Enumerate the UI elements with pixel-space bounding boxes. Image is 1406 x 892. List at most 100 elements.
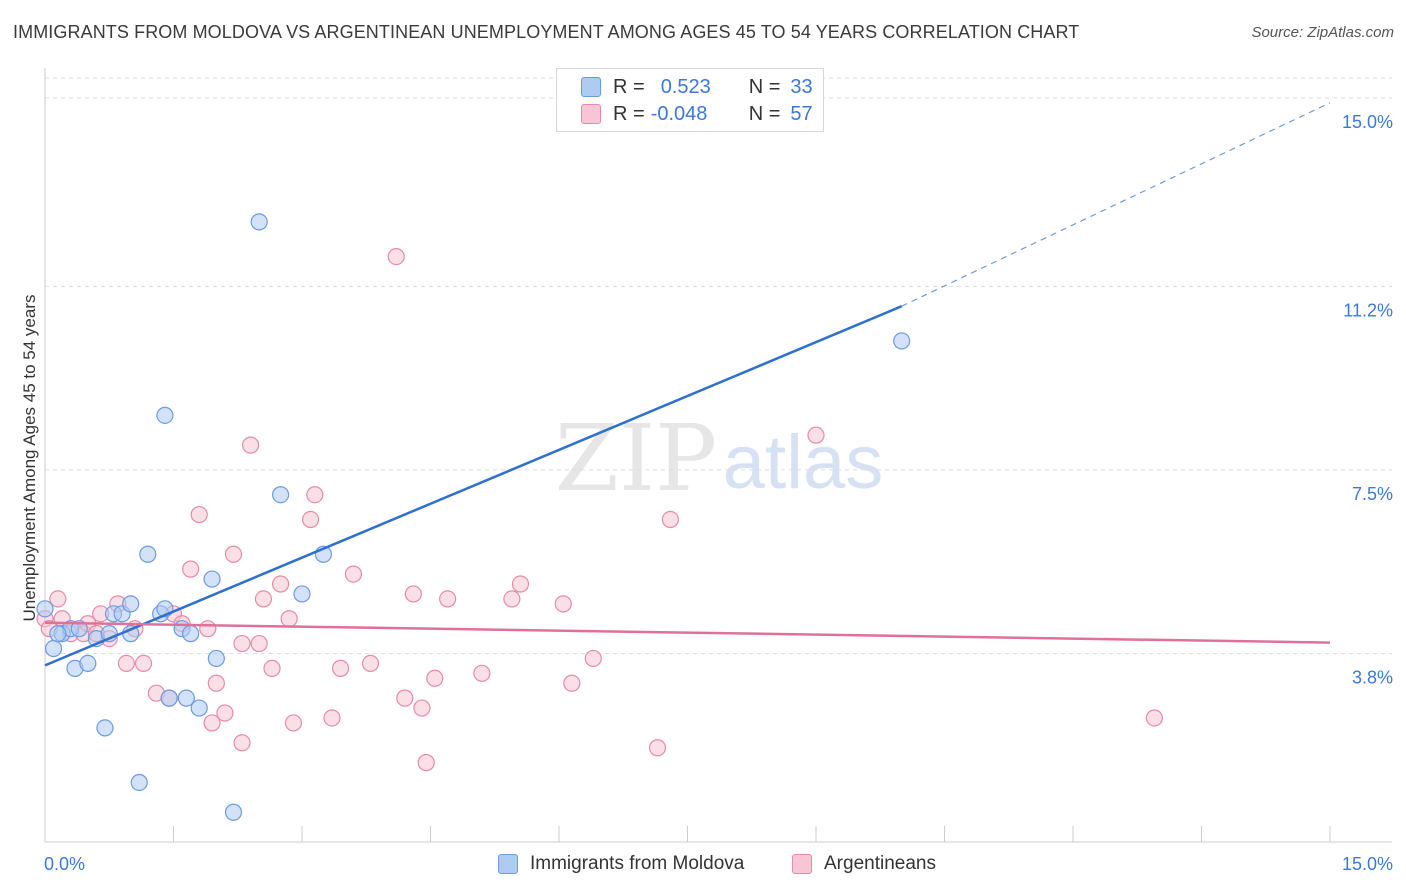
argentine-point [563, 674, 581, 692]
legend-n-label: N = [748, 75, 781, 98]
argentine-point [224, 545, 243, 563]
argentine-point [661, 510, 679, 529]
argentine-point [254, 590, 273, 608]
moldova-point [36, 600, 54, 618]
moldova-point [70, 620, 88, 638]
argentine-point [417, 754, 435, 772]
argentine-point [250, 634, 268, 653]
gridlines [45, 77, 1392, 654]
argentine-point [207, 674, 225, 692]
source-label: Source: ZipAtlas.com [1251, 24, 1394, 41]
argentine-point [396, 689, 414, 707]
moldova-point [130, 773, 148, 792]
moldova-point [250, 213, 268, 231]
argentine-point [361, 654, 380, 673]
argentine-point [203, 714, 221, 732]
legend-r-value: 0.523 [660, 75, 711, 98]
moldova-point [49, 625, 67, 643]
argentine-point [584, 649, 602, 668]
moldova-point [207, 649, 225, 668]
legend-r-value: -0.048 [650, 102, 708, 125]
moldova-point [182, 625, 200, 643]
moldova-trendline [44, 305, 903, 667]
watermark-zip: ZIP [555, 405, 717, 512]
moldova-point [122, 595, 140, 613]
moldova-points [36, 213, 911, 821]
legend-r-label: R = [613, 102, 645, 125]
x-tick-label: 15.0% [1342, 854, 1393, 874]
legend-n-value: 33 [790, 75, 813, 98]
moldova-point [139, 545, 157, 563]
moldova-point [177, 689, 195, 707]
argentine-point [413, 699, 431, 717]
argentine-point [554, 595, 572, 613]
y-tick-label: 11.2% [1343, 300, 1393, 320]
argentine-point [233, 734, 251, 752]
argentine-point [199, 620, 217, 638]
tick-labels: 3.8% 7.5% 11.2% 15.0% 0.0% 15.0% [44, 112, 1393, 874]
bottom-legend-swatch-moldova [498, 854, 518, 874]
bottom-legend-label-moldova: Immigrants from Moldova [530, 853, 745, 874]
argentine-point [271, 575, 290, 593]
argentine-point [503, 590, 521, 608]
axes [44, 68, 1392, 843]
argentine-point [301, 510, 320, 529]
argentine-point [439, 590, 457, 608]
legend-row-argentineans: R = -0.048 N = 57 [581, 101, 813, 127]
argentine-point [344, 565, 362, 583]
argentine-point [134, 654, 153, 673]
argentine-point [331, 659, 350, 677]
trendlines [44, 102, 1331, 667]
legend-row-moldova: R = 0.523 N = 33 [581, 74, 813, 100]
watermark: ZIP atlas [555, 405, 883, 512]
moldova-point [190, 699, 208, 717]
argentine-point [216, 704, 234, 722]
bottom-legend-swatch-argentineans [792, 854, 812, 874]
argentine-point [473, 664, 491, 682]
bottom-legend-argentineans: Argentineans [792, 852, 936, 876]
bottom-legend-moldova: Immigrants from Moldova [498, 852, 744, 876]
moldova-point [893, 332, 911, 350]
legend-r-label: R = [613, 75, 645, 98]
argentine-point [1145, 709, 1163, 727]
argentine-point [49, 590, 67, 608]
moldova-point [203, 570, 221, 588]
argentine-point [404, 585, 422, 603]
moldova-point [156, 406, 174, 424]
bottom-legend-label-argentineans: Argentineans [824, 853, 936, 874]
x-tick-label: 0.0% [44, 854, 85, 874]
argentine-point [280, 610, 298, 628]
argentine-point [233, 634, 251, 653]
argentine-point [807, 426, 825, 444]
y-tick-label: 3.8% [1352, 667, 1393, 687]
argentine-point [511, 575, 530, 593]
watermark-atlas: atlas [723, 420, 884, 505]
moldova-point [79, 654, 97, 673]
argentine-point [426, 669, 444, 687]
argentine-point [323, 709, 341, 727]
moldova-point [44, 639, 63, 658]
argentine-point [242, 436, 260, 454]
y-tick-label: 15.0% [1342, 112, 1393, 132]
legend-swatch-moldova [581, 77, 601, 97]
correlation-legend: R = 0.523 N = 33 R = -0.048 N = 57 [556, 68, 824, 132]
argentine-trendline [44, 621, 1331, 644]
legend-n-label: N = [748, 102, 781, 125]
argentine-point [306, 486, 324, 504]
y-tick-label: 7.5% [1352, 484, 1393, 504]
argentine-point [190, 505, 208, 524]
chart-title: IMMIGRANTS FROM MOLDOVA VS ARGENTINEAN U… [13, 22, 1080, 42]
moldova-point [271, 486, 290, 504]
moldova-point [160, 689, 178, 707]
legend-swatch-argentineans [581, 104, 601, 124]
argentine-point [117, 654, 135, 673]
argentine-point [648, 739, 667, 757]
argentine-point [263, 659, 281, 677]
moldova-point [224, 803, 243, 821]
legend-n-value: 57 [790, 102, 813, 125]
argentine-point [387, 247, 405, 266]
moldova-trendline-extension [901, 102, 1331, 307]
argentine-point [284, 714, 303, 732]
moldova-point [96, 719, 114, 737]
